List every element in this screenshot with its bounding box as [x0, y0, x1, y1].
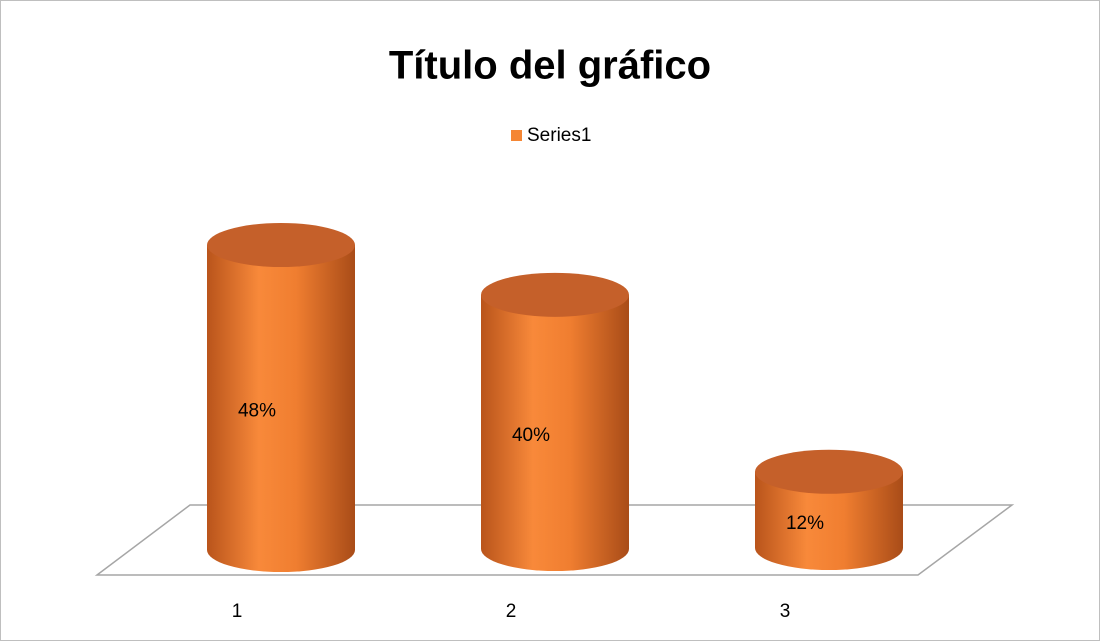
cylinder-top — [207, 223, 355, 267]
x-tick-label: 1 — [232, 601, 243, 622]
data-label: 12% — [786, 513, 824, 534]
cylinder-body — [481, 294, 629, 571]
x-tick-label: 3 — [780, 601, 791, 622]
cylinder-body — [755, 471, 903, 570]
legend-label: Series1 — [527, 125, 591, 146]
cylinder-top — [481, 272, 629, 317]
cylinder-top — [755, 449, 903, 494]
x-tick-label: 2 — [506, 601, 517, 622]
cylinder-body — [207, 245, 355, 572]
chart-title: Título del gráfico — [389, 44, 711, 88]
legend-swatch — [511, 130, 522, 141]
data-label: 48% — [238, 401, 276, 422]
data-label: 40% — [512, 425, 550, 446]
